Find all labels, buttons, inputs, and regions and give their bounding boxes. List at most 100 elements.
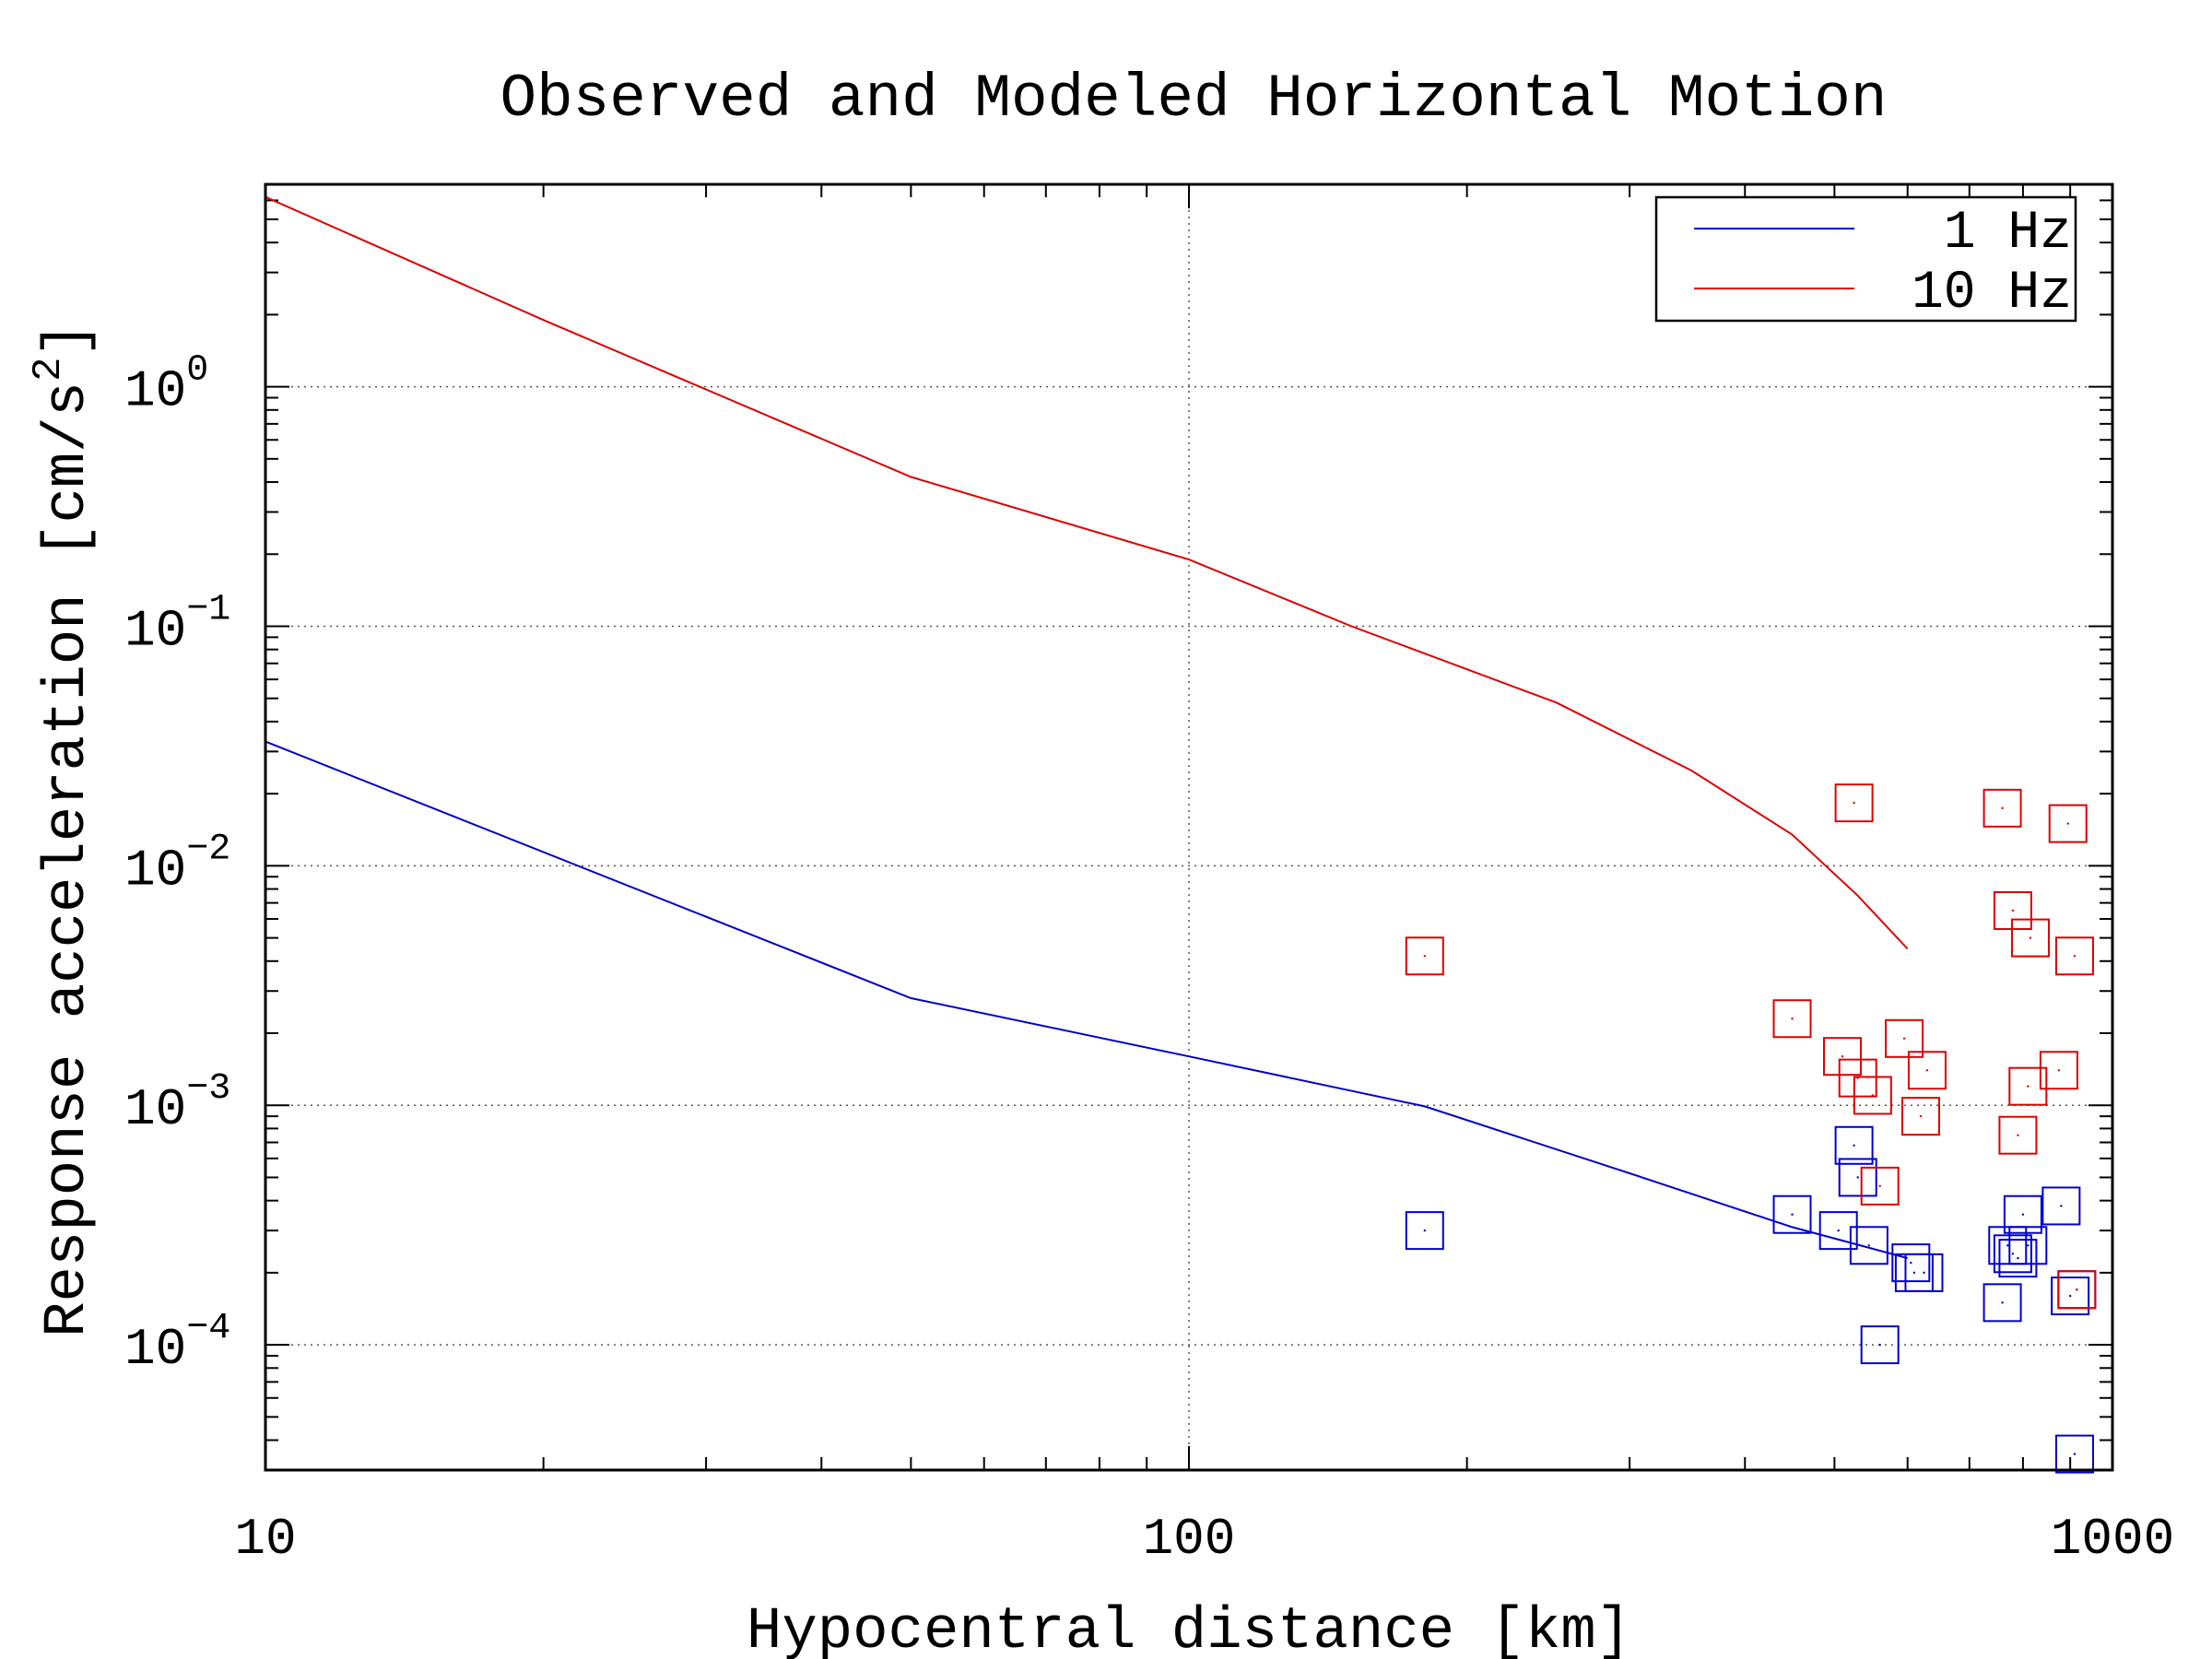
x-axis-label: Hypocentral distance [km] bbox=[747, 1599, 1631, 1659]
x-tick-label: 1000 bbox=[2051, 1510, 2174, 1569]
observed-marker-1hz bbox=[1904, 1253, 1944, 1292]
observed-marker-10hz-dot bbox=[1423, 955, 1426, 958]
observed-marker-1hz-dot bbox=[2060, 1205, 2063, 1207]
observed-marker-1hz bbox=[1772, 1194, 1812, 1234]
observed-marker-1hz-dot bbox=[2068, 1294, 2072, 1298]
observed-marker-10hz bbox=[1860, 1166, 1900, 1206]
grid-lines bbox=[265, 184, 2112, 1470]
y-tick-label-base: 10 bbox=[124, 1080, 186, 1139]
legend-box bbox=[1654, 195, 2077, 323]
legend: 1 Hz 10 Hz bbox=[1654, 195, 2077, 324]
observed-marker-10hz-dot bbox=[1925, 1069, 1929, 1072]
observed-marker-1hz bbox=[1834, 1125, 1874, 1165]
observed-marker-10hz bbox=[1853, 1076, 1892, 1115]
observed-marker-10hz-dot bbox=[2029, 936, 2032, 939]
observed-marker-10hz-dot bbox=[1853, 801, 1855, 805]
observed-marker-10hz bbox=[1885, 1018, 1924, 1058]
series-line-1hz bbox=[265, 740, 1908, 1260]
observed-marker-10hz bbox=[2054, 936, 2094, 976]
observed-marker-1hz bbox=[1988, 1226, 2028, 1265]
plot-frame bbox=[264, 182, 2114, 1472]
observed-marker-1hz bbox=[1818, 1211, 1858, 1251]
y-axis-label-close: ] bbox=[35, 322, 101, 357]
observed-marker-10hz bbox=[1838, 1058, 1877, 1098]
observed-marker-1hz bbox=[1891, 1243, 1931, 1283]
observed-marker-1hz-dot bbox=[1910, 1261, 1912, 1265]
observed-marker-10hz bbox=[1772, 999, 1812, 1039]
observed-marker-1hz bbox=[1983, 1283, 2022, 1323]
observed-marker-10hz-dot bbox=[2001, 806, 2004, 810]
observed-marker-10hz-dot bbox=[1871, 1094, 1875, 1097]
x-tick-label: 100 bbox=[1143, 1510, 1236, 1569]
observed-marker-10hz bbox=[1822, 1037, 1862, 1077]
y-axis-label-sup: 2 bbox=[26, 358, 72, 382]
observed-marker-1hz bbox=[1849, 1226, 1888, 1265]
y-tick-label-base: 10 bbox=[124, 841, 186, 900]
observed-marker-1hz-dot bbox=[1423, 1229, 1426, 1232]
observed-marker-10hz-dot bbox=[2027, 1085, 2030, 1088]
observed-marker-1hz bbox=[2008, 1226, 2048, 1265]
observed-marker-10hz-dot bbox=[2011, 909, 2015, 912]
observed-marker-1hz bbox=[2054, 1434, 2094, 1474]
y-tick-label: 10−2 bbox=[124, 829, 230, 900]
observed-marker-10hz-dot bbox=[1791, 1018, 1794, 1020]
observed-marker-10hz bbox=[2010, 918, 2050, 958]
observed-marker-1hz-dot bbox=[1791, 1213, 1794, 1216]
observed-marker-1hz bbox=[1838, 1158, 1877, 1197]
observed-marker-1hz-dot bbox=[2011, 1253, 2015, 1255]
observed-marker-10hz-dot bbox=[2076, 1288, 2078, 1291]
y-axis-label-main: Response acceleration [cm/s bbox=[35, 382, 101, 1337]
observed-marker-10hz-dot bbox=[2057, 1069, 2061, 1072]
y-tick-label-exp: −3 bbox=[186, 1068, 230, 1110]
y-tick-label-base: 10 bbox=[124, 362, 186, 421]
y-tick-label-exp: −1 bbox=[186, 589, 230, 630]
observed-marker-1hz-dot bbox=[1867, 1244, 1871, 1247]
observed-marker-1hz bbox=[1993, 1234, 2032, 1274]
observed-marker-10hz bbox=[1834, 783, 1874, 823]
chart-title: Observed and Modeled Horizontal Motion bbox=[500, 65, 1887, 134]
observed-marker-1hz-dot bbox=[1837, 1229, 1840, 1232]
observed-marker-1hz bbox=[2041, 1186, 2081, 1226]
observed-marker-10hz-dot bbox=[1841, 1054, 1844, 1058]
observed-marker-1hz-dot bbox=[1856, 1176, 1859, 1179]
observed-marker-10hz bbox=[2008, 1066, 2048, 1106]
observed-marker-1hz bbox=[1860, 1325, 1900, 1365]
observed-marker-1hz-dot bbox=[1912, 1271, 1916, 1275]
legend-label-10hz: 10 Hz bbox=[1912, 264, 2072, 324]
y-tick-label: 100 bbox=[124, 350, 208, 421]
y-tick-label: 10−4 bbox=[124, 1308, 230, 1379]
observed-marker-1hz-dot bbox=[2073, 1453, 2077, 1455]
observed-marker-1hz-dot bbox=[1878, 1343, 1881, 1347]
observed-markers bbox=[1405, 783, 2097, 1474]
observed-marker-10hz bbox=[1900, 1097, 1940, 1136]
observed-marker-10hz-dot bbox=[1919, 1114, 1923, 1118]
observed-marker-10hz-dot bbox=[2066, 822, 2069, 825]
observed-marker-1hz bbox=[2051, 1277, 2090, 1316]
observed-marker-10hz bbox=[2048, 804, 2088, 843]
observed-marker-10hz bbox=[1405, 936, 1444, 976]
observed-marker-1hz-dot bbox=[2027, 1244, 2030, 1247]
observed-marker-1hz bbox=[2003, 1194, 2042, 1234]
x-tick-label: 10 bbox=[234, 1510, 296, 1569]
observed-marker-1hz-dot bbox=[2021, 1213, 2025, 1216]
observed-marker-1hz bbox=[1998, 1239, 2038, 1278]
observed-marker-1hz-dot bbox=[1923, 1271, 1925, 1275]
y-tick-label-base: 10 bbox=[124, 601, 186, 660]
observed-marker-10hz-dot bbox=[2017, 1134, 2019, 1136]
x-tick-labels: 10 100 1000 bbox=[234, 1510, 2174, 1569]
observed-marker-1hz-dot bbox=[2017, 1256, 2019, 1260]
y-tick-label: 10−3 bbox=[124, 1068, 230, 1139]
observed-marker-10hz-dot bbox=[1902, 1037, 1906, 1041]
observed-marker-10hz bbox=[2057, 1270, 2097, 1310]
observed-marker-10hz-dot bbox=[1878, 1184, 1881, 1188]
observed-marker-1hz-dot bbox=[2006, 1244, 2009, 1247]
axis-ticks bbox=[265, 183, 2112, 1471]
series-line-10hz bbox=[265, 195, 1909, 950]
y-axis-label: Response acceleration [cm/s2] bbox=[26, 322, 101, 1337]
observed-marker-1hz-dot bbox=[1853, 1144, 1855, 1147]
observed-marker-10hz bbox=[2039, 1051, 2078, 1090]
y-tick-label-exp: −4 bbox=[186, 1308, 230, 1349]
observed-marker-10hz bbox=[1907, 1051, 1947, 1090]
